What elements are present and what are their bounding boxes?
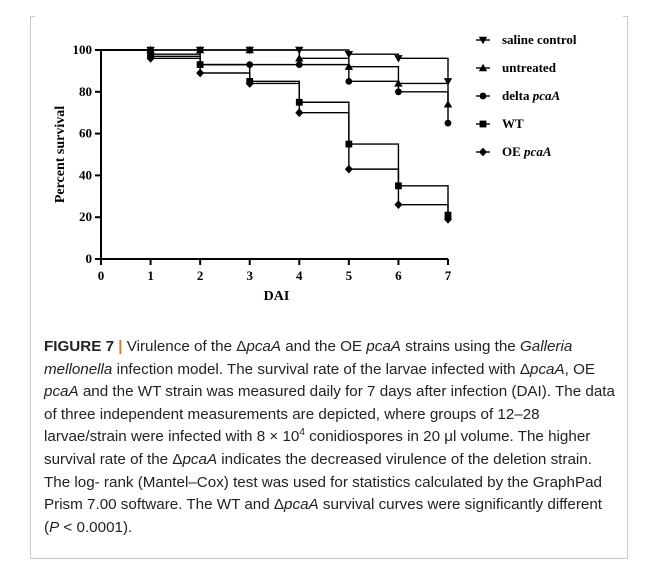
caption-part: < 0.0001). xyxy=(59,518,133,536)
figure-label: FIGURE 7 xyxy=(44,338,115,355)
frame-corner-right xyxy=(623,16,628,17)
caption-part: indicates the decreased virulence of the… xyxy=(44,450,602,514)
legend-marker xyxy=(479,147,487,157)
legend-marker xyxy=(479,120,487,128)
legend-label-part: WT xyxy=(502,116,524,131)
legend-marker xyxy=(478,36,488,45)
caption-separator: | xyxy=(114,338,127,355)
y-tick-label: 60 xyxy=(79,126,92,141)
frame-corner-left xyxy=(30,16,35,17)
x-tick-label: 3 xyxy=(246,268,253,283)
x-tick-label: 7 xyxy=(445,268,452,283)
data-point xyxy=(444,119,452,127)
y-tick-label: 0 xyxy=(86,251,93,266)
y-tick-label: 80 xyxy=(79,84,92,99)
x-tick-label: 4 xyxy=(296,268,303,283)
legend-label-part: OE xyxy=(502,144,524,159)
legend-label-part: pcaA xyxy=(532,88,561,103)
caption-part: infection model. The survival rate of th… xyxy=(112,360,530,378)
caption-part: pcaA xyxy=(246,338,281,355)
legend-marker xyxy=(479,92,487,100)
figure-caption: FIGURE 7 | Virulence of the ΔpcaA and th… xyxy=(44,336,620,539)
y-axis-title: Percent survival xyxy=(53,106,68,203)
series-OE-pcaA xyxy=(101,49,452,224)
caption-part: pcaA xyxy=(366,338,401,355)
legend-label-part: pcaA xyxy=(523,144,552,159)
caption-part: , OE xyxy=(564,360,596,378)
figure-frame xyxy=(30,16,628,559)
data-point xyxy=(195,45,205,54)
caption-part: survival curves were significantly diffe… xyxy=(44,496,602,536)
legend-label-part: delta xyxy=(502,88,533,103)
caption-part: 4 xyxy=(299,427,305,439)
caption-part: pcaA xyxy=(182,450,218,468)
y-tick-label: 100 xyxy=(73,42,93,57)
legend-label-part: saline control xyxy=(502,32,577,47)
data-point xyxy=(295,54,304,62)
legend-label: OE pcaA xyxy=(502,144,552,159)
legend-item: OE pcaA xyxy=(476,144,552,159)
legend-item: untreated xyxy=(476,60,557,75)
data-point xyxy=(245,79,254,88)
y-tick-label: 20 xyxy=(79,209,92,224)
data-point xyxy=(394,55,403,63)
legend-marker xyxy=(478,63,488,72)
legend-item: WT xyxy=(476,116,524,131)
y-tick-label: 40 xyxy=(79,167,92,182)
caption-text: Virulence of the ΔpcaA and the OE pcaA s… xyxy=(44,338,615,536)
x-tick-label: 2 xyxy=(197,268,204,283)
caption-part: and the WT strain was measured daily for… xyxy=(44,383,615,446)
data-point xyxy=(444,214,452,224)
data-point xyxy=(146,53,155,63)
caption-part: pcaA xyxy=(44,383,79,401)
legend-label: saline control xyxy=(502,32,577,47)
data-point xyxy=(344,164,353,174)
data-point xyxy=(345,77,353,85)
data-point xyxy=(295,108,304,118)
data-point xyxy=(394,200,403,210)
caption-part: and the OE xyxy=(281,338,367,355)
x-axis-title: DAI xyxy=(264,289,290,304)
legend-label: delta pcaA xyxy=(502,88,560,103)
series-untreated xyxy=(101,45,453,108)
legend-item: delta pcaA xyxy=(476,88,560,103)
caption-part: pcaA xyxy=(284,496,319,514)
legend-item: saline control xyxy=(476,32,577,47)
x-tick-label: 1 xyxy=(147,268,154,283)
survival-step-line xyxy=(101,49,449,220)
data-point xyxy=(245,45,254,54)
legend-label: untreated xyxy=(502,60,557,75)
x-tick-label: 5 xyxy=(346,268,353,283)
data-point xyxy=(395,88,402,96)
legend-label-part: untreated xyxy=(502,60,557,75)
survival-chart: 0 20 40 60 80 100 0 1 2 3 4 5 6 7 DAI Percent survival s… xyxy=(53,32,577,304)
caption-part: strains using the xyxy=(400,338,520,355)
data-point xyxy=(344,50,354,59)
caption-part: pcaA xyxy=(530,360,565,378)
caption-part: P xyxy=(49,518,60,536)
caption-part: conidiospores in 20 μl volume. The highe… xyxy=(44,428,591,468)
data-point xyxy=(196,68,205,78)
data-point xyxy=(295,61,303,69)
x-tick-label: 0 xyxy=(98,268,105,283)
x-tick-label: 6 xyxy=(395,268,402,283)
survival-step-line xyxy=(101,49,449,216)
legend-label: WT xyxy=(502,116,524,131)
data-point xyxy=(443,78,453,86)
caption-part: Galleria mellonella xyxy=(44,338,573,378)
caption-part: Virulence of the Δ xyxy=(126,338,247,355)
survival-step-line xyxy=(101,49,449,105)
